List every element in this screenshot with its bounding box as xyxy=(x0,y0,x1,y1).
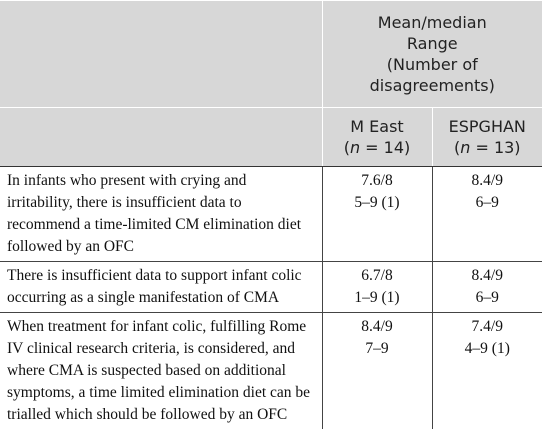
page: {"header": {"group_title": ["Mean/median… xyxy=(0,0,542,411)
group-title-line: Mean/median xyxy=(324,12,542,33)
column-sample: (n = 13) xyxy=(434,137,542,158)
score-line: 7.4/9 xyxy=(437,316,539,338)
table-row: In infants who present with crying and i… xyxy=(0,167,542,262)
score-line: 1–9 (1) xyxy=(327,287,428,309)
group-title-line: Range xyxy=(324,33,542,54)
score-line: 7.6/8 xyxy=(327,170,428,192)
column-header: M East(n = 14) xyxy=(322,108,432,167)
header-blank xyxy=(0,1,322,108)
table-body: In infants who present with crying and i… xyxy=(0,167,542,429)
score-line: 7–9 xyxy=(327,338,428,360)
score-line: 5–9 (1) xyxy=(327,192,428,214)
group-title-line: (Number of xyxy=(324,54,542,75)
column-header: ESPGHAN(n = 13) xyxy=(432,108,542,167)
score-line: 8.4/9 xyxy=(437,265,539,287)
sample-variable: n xyxy=(350,138,360,157)
sample-size: = 13) xyxy=(470,138,520,157)
table-row: There is insufficient data to support in… xyxy=(0,262,542,313)
score-line: 6–9 xyxy=(437,287,539,309)
group-title-line: disagreements) xyxy=(324,75,542,96)
header-blank xyxy=(0,108,322,167)
column-name: M East xyxy=(324,116,431,137)
score-line: 8.4/9 xyxy=(327,316,428,338)
statement-cell: In infants who present with crying and i… xyxy=(0,167,322,262)
column-name: ESPGHAN xyxy=(434,116,542,137)
score-line: 8.4/9 xyxy=(437,170,539,192)
score-line: 6–9 xyxy=(437,192,539,214)
column-sample: (n = 14) xyxy=(324,137,431,158)
sample-variable: n xyxy=(460,138,470,157)
score-line: 4–9 (1) xyxy=(437,338,539,360)
score-line: 6.7/8 xyxy=(327,265,428,287)
statement-cell: When treatment for infant colic, fulfill… xyxy=(0,313,322,429)
statement-cell: There is insufficient data to support in… xyxy=(0,262,322,313)
sample-size: = 14) xyxy=(360,138,410,157)
table-row: When treatment for infant colic, fulfill… xyxy=(0,313,542,429)
